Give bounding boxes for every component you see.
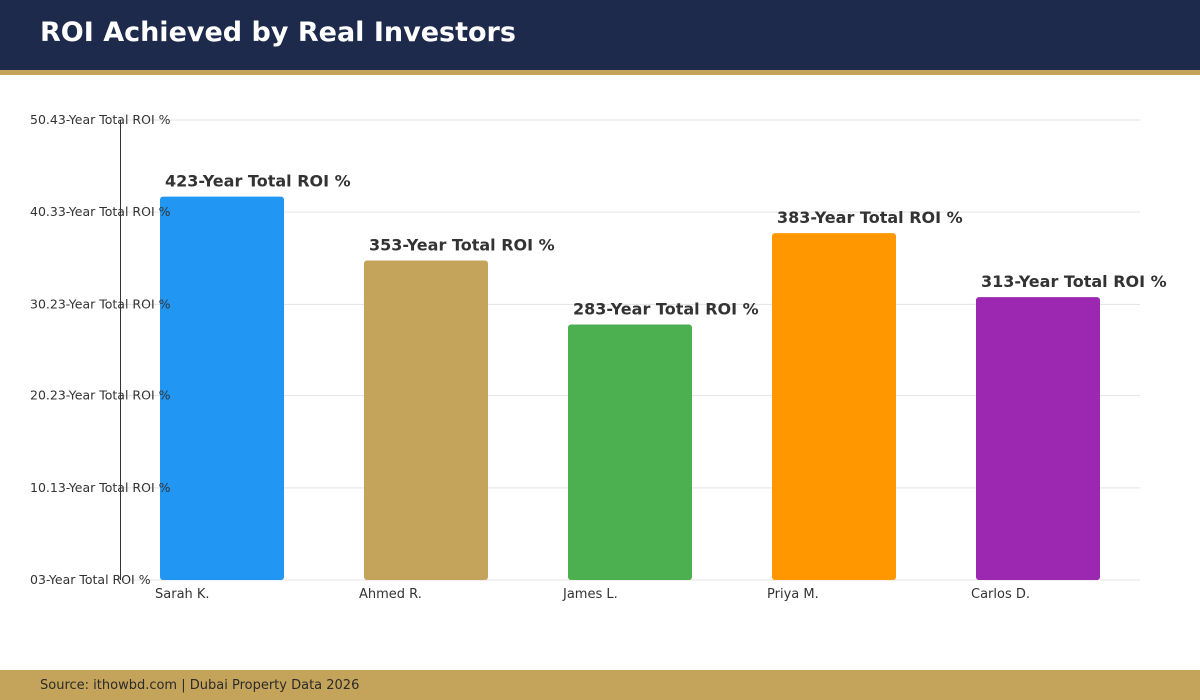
bar <box>364 260 488 580</box>
bar <box>772 233 896 580</box>
x-category-label: James L. <box>562 587 618 602</box>
y-tick-label: 30.23-Year Total ROI % <box>30 296 171 311</box>
x-category-label: Priya M. <box>767 587 819 602</box>
bar-value-label: 383-Year Total ROI % <box>777 208 963 227</box>
bar-value-label: 423-Year Total ROI % <box>165 172 351 191</box>
y-tick-label: 10.13-Year Total ROI % <box>30 480 171 495</box>
x-category-label: Carlos D. <box>971 587 1030 602</box>
header-accent-stripe <box>0 70 1200 75</box>
x-category-label: Sarah K. <box>155 587 210 602</box>
labels: 03-Year Total ROI % 10.13-Year Total ROI … <box>30 112 1167 602</box>
header-bar: ROI Achieved by Real Investors <box>0 0 1200 70</box>
y-tick-label: 40.33-Year Total ROI % <box>30 204 171 219</box>
bar <box>568 324 692 580</box>
y-tick-label: 20.23-Year Total ROI % <box>30 388 171 403</box>
x-category-label: Ahmed R. <box>359 587 422 602</box>
bar-value-label: 353-Year Total ROI % <box>369 236 555 255</box>
source-note: Source: ithowbd.com | Dubai Property Dat… <box>40 678 360 693</box>
bar <box>976 297 1100 580</box>
bars <box>160 196 1100 580</box>
y-tick-label: 50.43-Year Total ROI % <box>30 112 171 127</box>
chart-title: ROI Achieved by Real Investors <box>40 17 516 48</box>
grid-lines <box>120 119 1140 581</box>
bar-chart: 03-Year Total ROI % 10.13-Year Total ROI … <box>30 112 1167 602</box>
footer-bar: Source: ithowbd.com | Dubai Property Dat… <box>0 670 1200 700</box>
bar-value-label: 283-Year Total ROI % <box>573 299 759 318</box>
bar <box>160 196 284 580</box>
y-tick-label: 03-Year Total ROI % <box>30 572 151 587</box>
bar-value-label: 313-Year Total ROI % <box>981 272 1167 291</box>
